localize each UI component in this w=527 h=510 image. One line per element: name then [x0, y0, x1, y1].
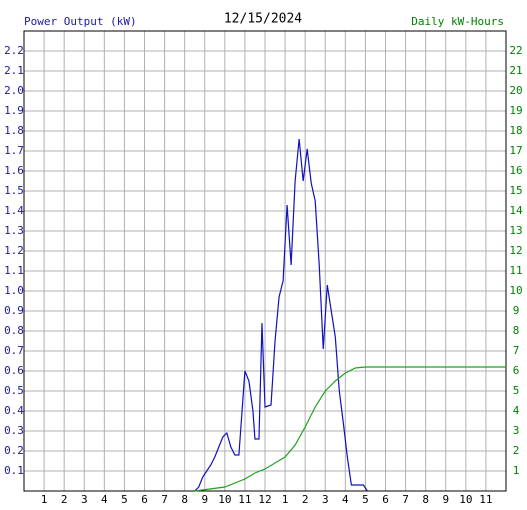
y-tick-label: 1.3 [4, 224, 24, 237]
y2-axis-label: Daily kW-Hours [411, 15, 504, 28]
x-tick-label: 3 [322, 493, 329, 506]
y-tick-label: 1.7 [4, 144, 24, 157]
x-tick-label: 11 [238, 493, 251, 506]
y2-tick-label: 8 [513, 324, 520, 337]
y2-tick-label: 16 [509, 164, 522, 177]
x-tick-label: 6 [141, 493, 148, 506]
y2-tick-label: 12 [509, 244, 522, 257]
y-tick-label: 0.3 [4, 424, 24, 437]
x-tick-label: 5 [121, 493, 128, 506]
plot-border [23, 30, 507, 492]
y2-tick-label: 6 [513, 364, 520, 377]
y2-tick-label: 21 [509, 64, 522, 77]
y-tick-label: 2.0 [4, 84, 24, 97]
y2-tick-label: 11 [509, 264, 522, 277]
y-tick-label: 0.4 [4, 404, 24, 417]
y2-tick-label: 9 [513, 304, 520, 317]
x-tick-label: 3 [81, 493, 88, 506]
y2-tick-label: 19 [509, 104, 522, 117]
y-tick-label: 1.5 [4, 184, 24, 197]
x-tick-label: 9 [442, 493, 449, 506]
y2-tick-label: 17 [509, 144, 522, 157]
y-tick-label: 1.0 [4, 284, 24, 297]
y-tick-label: 1.4 [4, 204, 24, 217]
y-tick-label: 1.9 [4, 104, 24, 117]
y-tick-label: 0.5 [4, 384, 24, 397]
y-tick-label: 1.6 [4, 164, 24, 177]
x-tick-label: 9 [201, 493, 208, 506]
x-tick-label: 2 [302, 493, 309, 506]
y-tick-label: 2.2 [4, 44, 24, 57]
y2-tick-label: 14 [509, 204, 523, 217]
x-tick-label: 11 [479, 493, 492, 506]
y-tick-label: 0.8 [4, 324, 24, 337]
x-tick-label: 10 [218, 493, 231, 506]
y-axis-label: Power Output (kW) [24, 15, 137, 28]
x-tick-label: 4 [342, 493, 349, 506]
x-tick-label: 12 [258, 493, 271, 506]
y2-tick-label: 22 [509, 44, 522, 57]
y2-tick-label: 15 [509, 184, 522, 197]
x-tick-label: 10 [459, 493, 472, 506]
data-line [194, 138, 368, 492]
x-tick-label: 7 [161, 493, 168, 506]
y-tick-label: 1.8 [4, 124, 24, 137]
y2-tick-label: 2 [513, 444, 520, 457]
y-tick-label: 2.1 [4, 64, 24, 77]
y-tick-label: 0.9 [4, 304, 24, 317]
y-tick-label: 0.2 [4, 444, 24, 457]
x-tick-label: 1 [282, 493, 289, 506]
x-tick-label: 6 [382, 493, 389, 506]
x-tick-label: 7 [402, 493, 409, 506]
x-tick-label: 4 [101, 493, 108, 506]
y2-tick-label: 13 [509, 224, 522, 237]
y-tick-label: 0.7 [4, 344, 24, 357]
x-tick-label: 8 [181, 493, 188, 506]
y-tick-label: 1.2 [4, 244, 24, 257]
y2-tick-label: 18 [509, 124, 522, 137]
y2-tick-label: 1 [513, 464, 520, 477]
x-tick-label: 5 [362, 493, 369, 506]
y2-tick-label: 7 [513, 344, 520, 357]
data-line [194, 366, 506, 492]
y-tick-label: 0.1 [4, 464, 24, 477]
x-tick-label: 1 [41, 493, 48, 506]
y2-tick-label: 10 [509, 284, 522, 297]
y2-tick-label: 3 [513, 424, 520, 437]
y2-tick-label: 20 [509, 84, 522, 97]
chart-title: 12/15/2024 [224, 12, 302, 27]
y2-tick-label: 4 [513, 404, 520, 417]
x-tick-label: 8 [422, 493, 429, 506]
x-tick-label: 2 [61, 493, 68, 506]
y2-tick-label: 5 [513, 384, 520, 397]
y-tick-label: 0.6 [4, 364, 24, 377]
y-tick-label: 1.1 [4, 264, 24, 277]
